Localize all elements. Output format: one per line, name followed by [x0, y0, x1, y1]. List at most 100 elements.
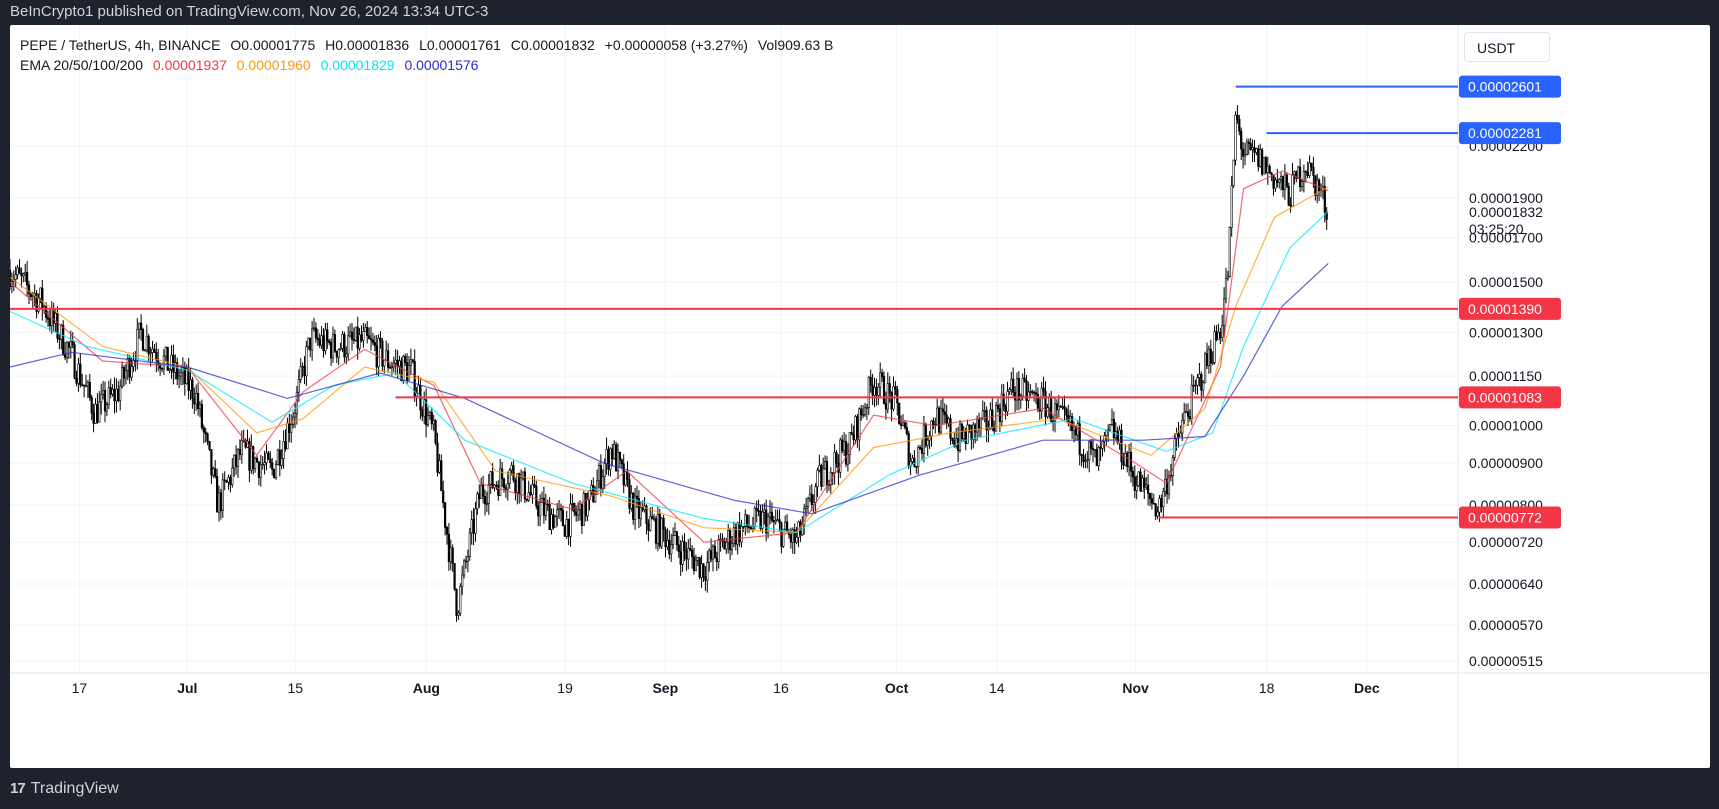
symbol-label[interactable]: PEPE / TetherUS, 4h, BINANCE	[20, 37, 221, 53]
candle	[1065, 407, 1068, 422]
candle	[1080, 453, 1083, 467]
candle	[204, 427, 207, 443]
candle	[563, 524, 566, 537]
candle	[896, 385, 899, 416]
candle-body	[1272, 174, 1275, 189]
candle	[886, 372, 889, 414]
candle	[768, 500, 772, 525]
level-price-tag	[1459, 75, 1561, 98]
candle	[320, 326, 323, 349]
candle-body	[765, 509, 768, 534]
candle	[584, 492, 587, 522]
candle-body	[882, 376, 886, 404]
candle-body	[945, 414, 948, 424]
candle	[538, 494, 542, 527]
candle	[329, 338, 333, 366]
candle-body	[272, 469, 276, 478]
candle	[221, 473, 224, 518]
candle	[924, 422, 927, 448]
candle	[347, 326, 350, 361]
time-axis-label: Aug	[413, 680, 440, 696]
candle-body	[675, 531, 678, 546]
candle-body	[52, 308, 55, 324]
candle	[1000, 384, 1003, 427]
candle	[56, 306, 59, 343]
candle	[597, 462, 601, 489]
candle-body	[734, 527, 737, 545]
candle	[820, 463, 823, 491]
candle-body	[481, 484, 485, 497]
candle	[198, 401, 202, 418]
candle	[115, 378, 118, 413]
candle-body	[508, 469, 511, 484]
candle-body	[795, 536, 798, 543]
candle-body	[603, 463, 606, 477]
candle-body	[1006, 391, 1009, 412]
candle	[14, 266, 17, 288]
candle-body	[563, 525, 566, 537]
candle	[343, 331, 346, 363]
high-value: H0.00001836	[325, 37, 410, 53]
candle	[1278, 177, 1281, 189]
candle	[1274, 177, 1277, 192]
candle	[683, 533, 686, 562]
candle-body	[1080, 453, 1083, 456]
candle	[894, 381, 897, 396]
candle	[770, 502, 773, 523]
candle-body	[747, 526, 751, 529]
candle-body	[723, 540, 726, 550]
candle	[360, 325, 363, 343]
candle-body	[453, 563, 456, 590]
candle	[48, 308, 51, 332]
candle	[930, 419, 933, 447]
candle-body	[145, 336, 148, 351]
candle	[991, 398, 994, 432]
candle-body	[991, 409, 994, 427]
candle-body	[1262, 157, 1266, 175]
candle-body	[404, 356, 407, 363]
candle	[611, 443, 614, 467]
candle-body	[136, 328, 139, 362]
chart-panel[interactable]: 17 Jul 15 Aug 19 Sep 16 Oct 14 Nov 18 Dec 0.00002200…	[10, 25, 1710, 768]
level-line: 0.00001083	[395, 386, 1561, 409]
candle	[728, 527, 732, 560]
candle	[358, 328, 361, 352]
candle-body	[709, 550, 713, 560]
candle-body	[1158, 498, 1161, 513]
candle	[324, 322, 327, 355]
candle-body	[839, 439, 842, 473]
candle-body	[1135, 485, 1138, 491]
candle-body	[79, 363, 82, 386]
candle-body	[1086, 459, 1089, 462]
candle	[233, 454, 236, 477]
candle-body	[537, 505, 540, 517]
candle-body	[293, 413, 297, 418]
candle-body	[645, 505, 648, 524]
candle	[977, 412, 981, 438]
candle-body	[27, 284, 31, 294]
candle-body	[1278, 179, 1281, 183]
candle-body	[930, 420, 933, 437]
candle-body	[516, 473, 519, 493]
candle	[1318, 178, 1321, 202]
candle-body	[81, 384, 84, 387]
level-price-tag	[1459, 506, 1561, 529]
candle-body	[176, 362, 179, 380]
candle	[1057, 395, 1060, 418]
candle-body	[299, 366, 302, 380]
candle-body	[1179, 432, 1182, 437]
candle-body	[1287, 185, 1290, 206]
currency-button[interactable]: USDT	[1464, 32, 1550, 62]
candle-body	[100, 393, 103, 403]
candle-body	[179, 372, 183, 377]
ema-label[interactable]: EMA 20/50/100/200	[20, 57, 143, 73]
tradingview-logo-icon: 17	[10, 780, 26, 797]
candle	[62, 320, 65, 357]
candle-body	[1027, 391, 1030, 401]
candle	[937, 405, 941, 436]
candle-body	[447, 533, 451, 563]
candle	[1310, 162, 1313, 172]
price-chart[interactable]: 17 Jul 15 Aug 19 Sep 16 Oct 14 Nov 18 Dec0.00002200…	[10, 25, 1710, 768]
footer-brand[interactable]: 17 TradingView	[10, 776, 119, 802]
candle-body	[94, 404, 97, 424]
